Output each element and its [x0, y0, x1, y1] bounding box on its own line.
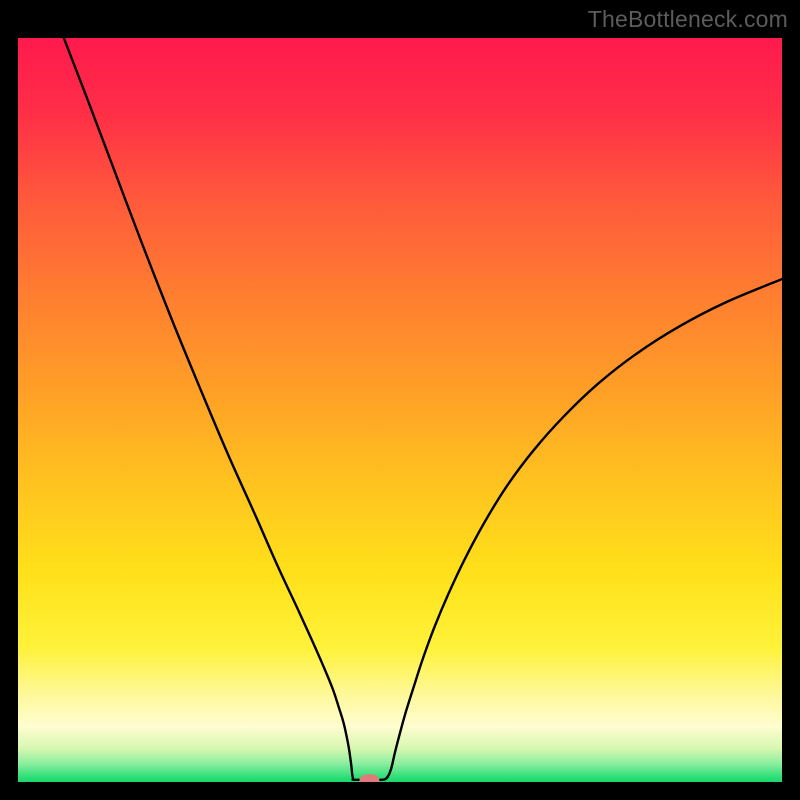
- watermark-text: TheBottleneck.com: [588, 6, 788, 33]
- chart-background: [18, 38, 782, 782]
- bottleneck-chart: [18, 38, 782, 782]
